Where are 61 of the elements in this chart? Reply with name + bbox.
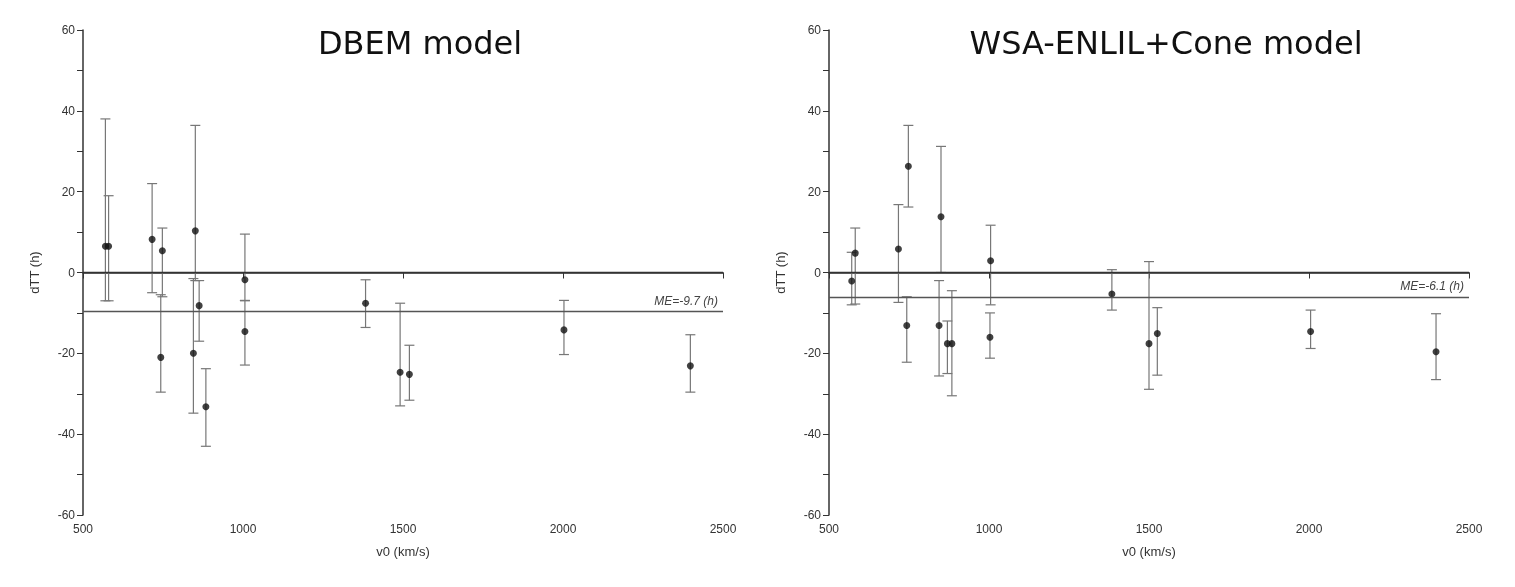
y-tick-label: -20: [803, 346, 822, 361]
x-tick-label: 500: [818, 522, 840, 536]
y-tick-label: -40: [803, 427, 822, 442]
y-axis-title: dTT (h): [27, 251, 42, 294]
y-tick-label: -60: [803, 508, 822, 522]
point: [1153, 330, 1161, 338]
point: [986, 333, 994, 341]
y-tick-label: 40: [61, 103, 76, 118]
point: [157, 353, 165, 361]
point: [1307, 328, 1315, 336]
point: [935, 321, 943, 329]
x-tick-label: 2000: [549, 522, 577, 536]
point: [241, 276, 249, 284]
y-axis-title: dTT (h): [773, 251, 788, 294]
point: [405, 370, 413, 378]
y-tick-label: 0: [814, 265, 822, 280]
x-axis-title: v0 (km/s): [1122, 544, 1176, 559]
ref-line-label: ME=-6.1 (h): [1400, 279, 1464, 294]
x-tick-label: 1500: [389, 522, 417, 536]
point: [191, 227, 199, 235]
y-tick-label: -20: [57, 346, 76, 361]
x-tick-label: 1000: [975, 522, 1003, 536]
x-tick-label: 500: [72, 522, 94, 536]
point: [903, 321, 911, 329]
point: [241, 328, 249, 336]
y-tick-label: 20: [807, 184, 822, 199]
point: [937, 213, 945, 221]
point: [848, 277, 856, 285]
point: [904, 162, 912, 170]
point: [202, 403, 210, 411]
point: [894, 245, 902, 253]
y-tick-label: 60: [61, 23, 76, 37]
x-tick-label: 1500: [1135, 522, 1163, 536]
point: [148, 235, 156, 243]
point: [105, 242, 113, 250]
point: [1432, 348, 1440, 356]
y-tick-label: 20: [61, 184, 76, 199]
y-tick-label: -40: [57, 427, 76, 442]
point: [1108, 290, 1116, 298]
point: [851, 249, 859, 257]
point: [1145, 340, 1153, 348]
point: [686, 362, 694, 370]
point: [158, 247, 166, 255]
chart-title: WSA-ENLIL+Cone model: [969, 24, 1363, 62]
y-tick-label: 0: [68, 265, 76, 280]
x-tick-label: 2500: [709, 522, 737, 536]
point: [362, 299, 370, 307]
y-tick-label: 60: [807, 23, 822, 37]
y-tick-label: -60: [57, 508, 76, 522]
y-tick-label: 40: [807, 103, 822, 118]
chart-title: DBEM model: [317, 24, 523, 62]
x-axis-title: v0 (km/s): [376, 544, 430, 559]
point: [195, 302, 203, 310]
point: [396, 368, 404, 376]
x-tick-label: 2500: [1455, 522, 1483, 536]
point: [987, 257, 995, 265]
ref-line-label: ME=-9.7 (h): [654, 293, 718, 308]
x-tick-label: 2000: [1295, 522, 1323, 536]
point: [948, 340, 956, 348]
point: [189, 349, 197, 357]
x-tick-label: 1000: [229, 522, 257, 536]
